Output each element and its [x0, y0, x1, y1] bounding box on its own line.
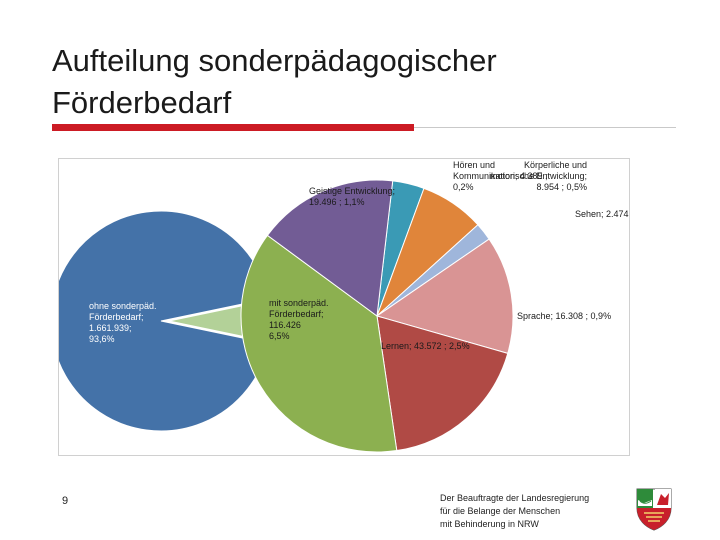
title-line-1: Aufteilung sonderpädagogischer: [52, 43, 497, 78]
title-accent-bar: [52, 124, 414, 131]
title-divider-line: [414, 127, 676, 128]
label-mit-foerderbedarf: mit sonderpäd. Förderbedarf; 116.426 6,5%: [269, 298, 329, 341]
data-labels: ohne sonderpäd. Förderbedarf; 1.661.939; 93…: [89, 160, 629, 389]
pie-slice-sprache: [375, 238, 514, 355]
label-geistig: Geistige Entwicklung; 19.496 ; 1,1%: [309, 186, 395, 207]
footer-line-2: für die Belange der Menschen: [440, 506, 561, 516]
label-hoeren: Hören und Kommunikation; 4.389 ; 0,2%: [453, 160, 548, 192]
footer-line-1: Der Beauftragte der Landesregierung: [440, 493, 590, 503]
chart-area: ohne sonderpäd. Förderbedarf; 1.661.939; 93…: [58, 158, 630, 456]
footer-text: Der Beauftragte der Landesregierung für …: [440, 492, 589, 531]
label-koerperlich: Körperliche und motorische Entwicklung; 8.…: [490, 160, 587, 192]
label-sehen: Sehen; 2.474 ; 0,1%: [575, 209, 629, 219]
title-line-2: Förderbedarf: [52, 85, 232, 120]
label-lernen: Lernen; 43.572 ; 2,5%: [381, 341, 470, 351]
pie-slice-lernen: [240, 234, 398, 453]
pie-slice-ohne-foerderbedarf: [59, 210, 270, 432]
detail-pie: [240, 179, 514, 453]
pie-slice-geistig: [266, 179, 394, 317]
pie-slice-emotional: [376, 315, 509, 452]
slide-title: Aufteilung sonderpädagogischer Förderbed…: [52, 40, 612, 124]
nrw-coat-of-arms-logo: [636, 488, 672, 531]
bar-of-pie-chart: ohne sonderpäd. Förderbedarf; 1.661.939; 93…: [59, 160, 629, 453]
page-number: 9: [62, 495, 69, 507]
label-sprache: Sprache; 16.308 ; 0,9%: [517, 311, 611, 321]
label-emotional: Emotionale und soziale Entwicklung; 21.24…: [528, 357, 621, 389]
label-ohne-foerderbedarf: ohne sonderpäd. Förderbedarf; 1.661.939; 93…: [89, 301, 157, 344]
footer-line-3: mit Behinderung in NRW: [440, 519, 539, 529]
